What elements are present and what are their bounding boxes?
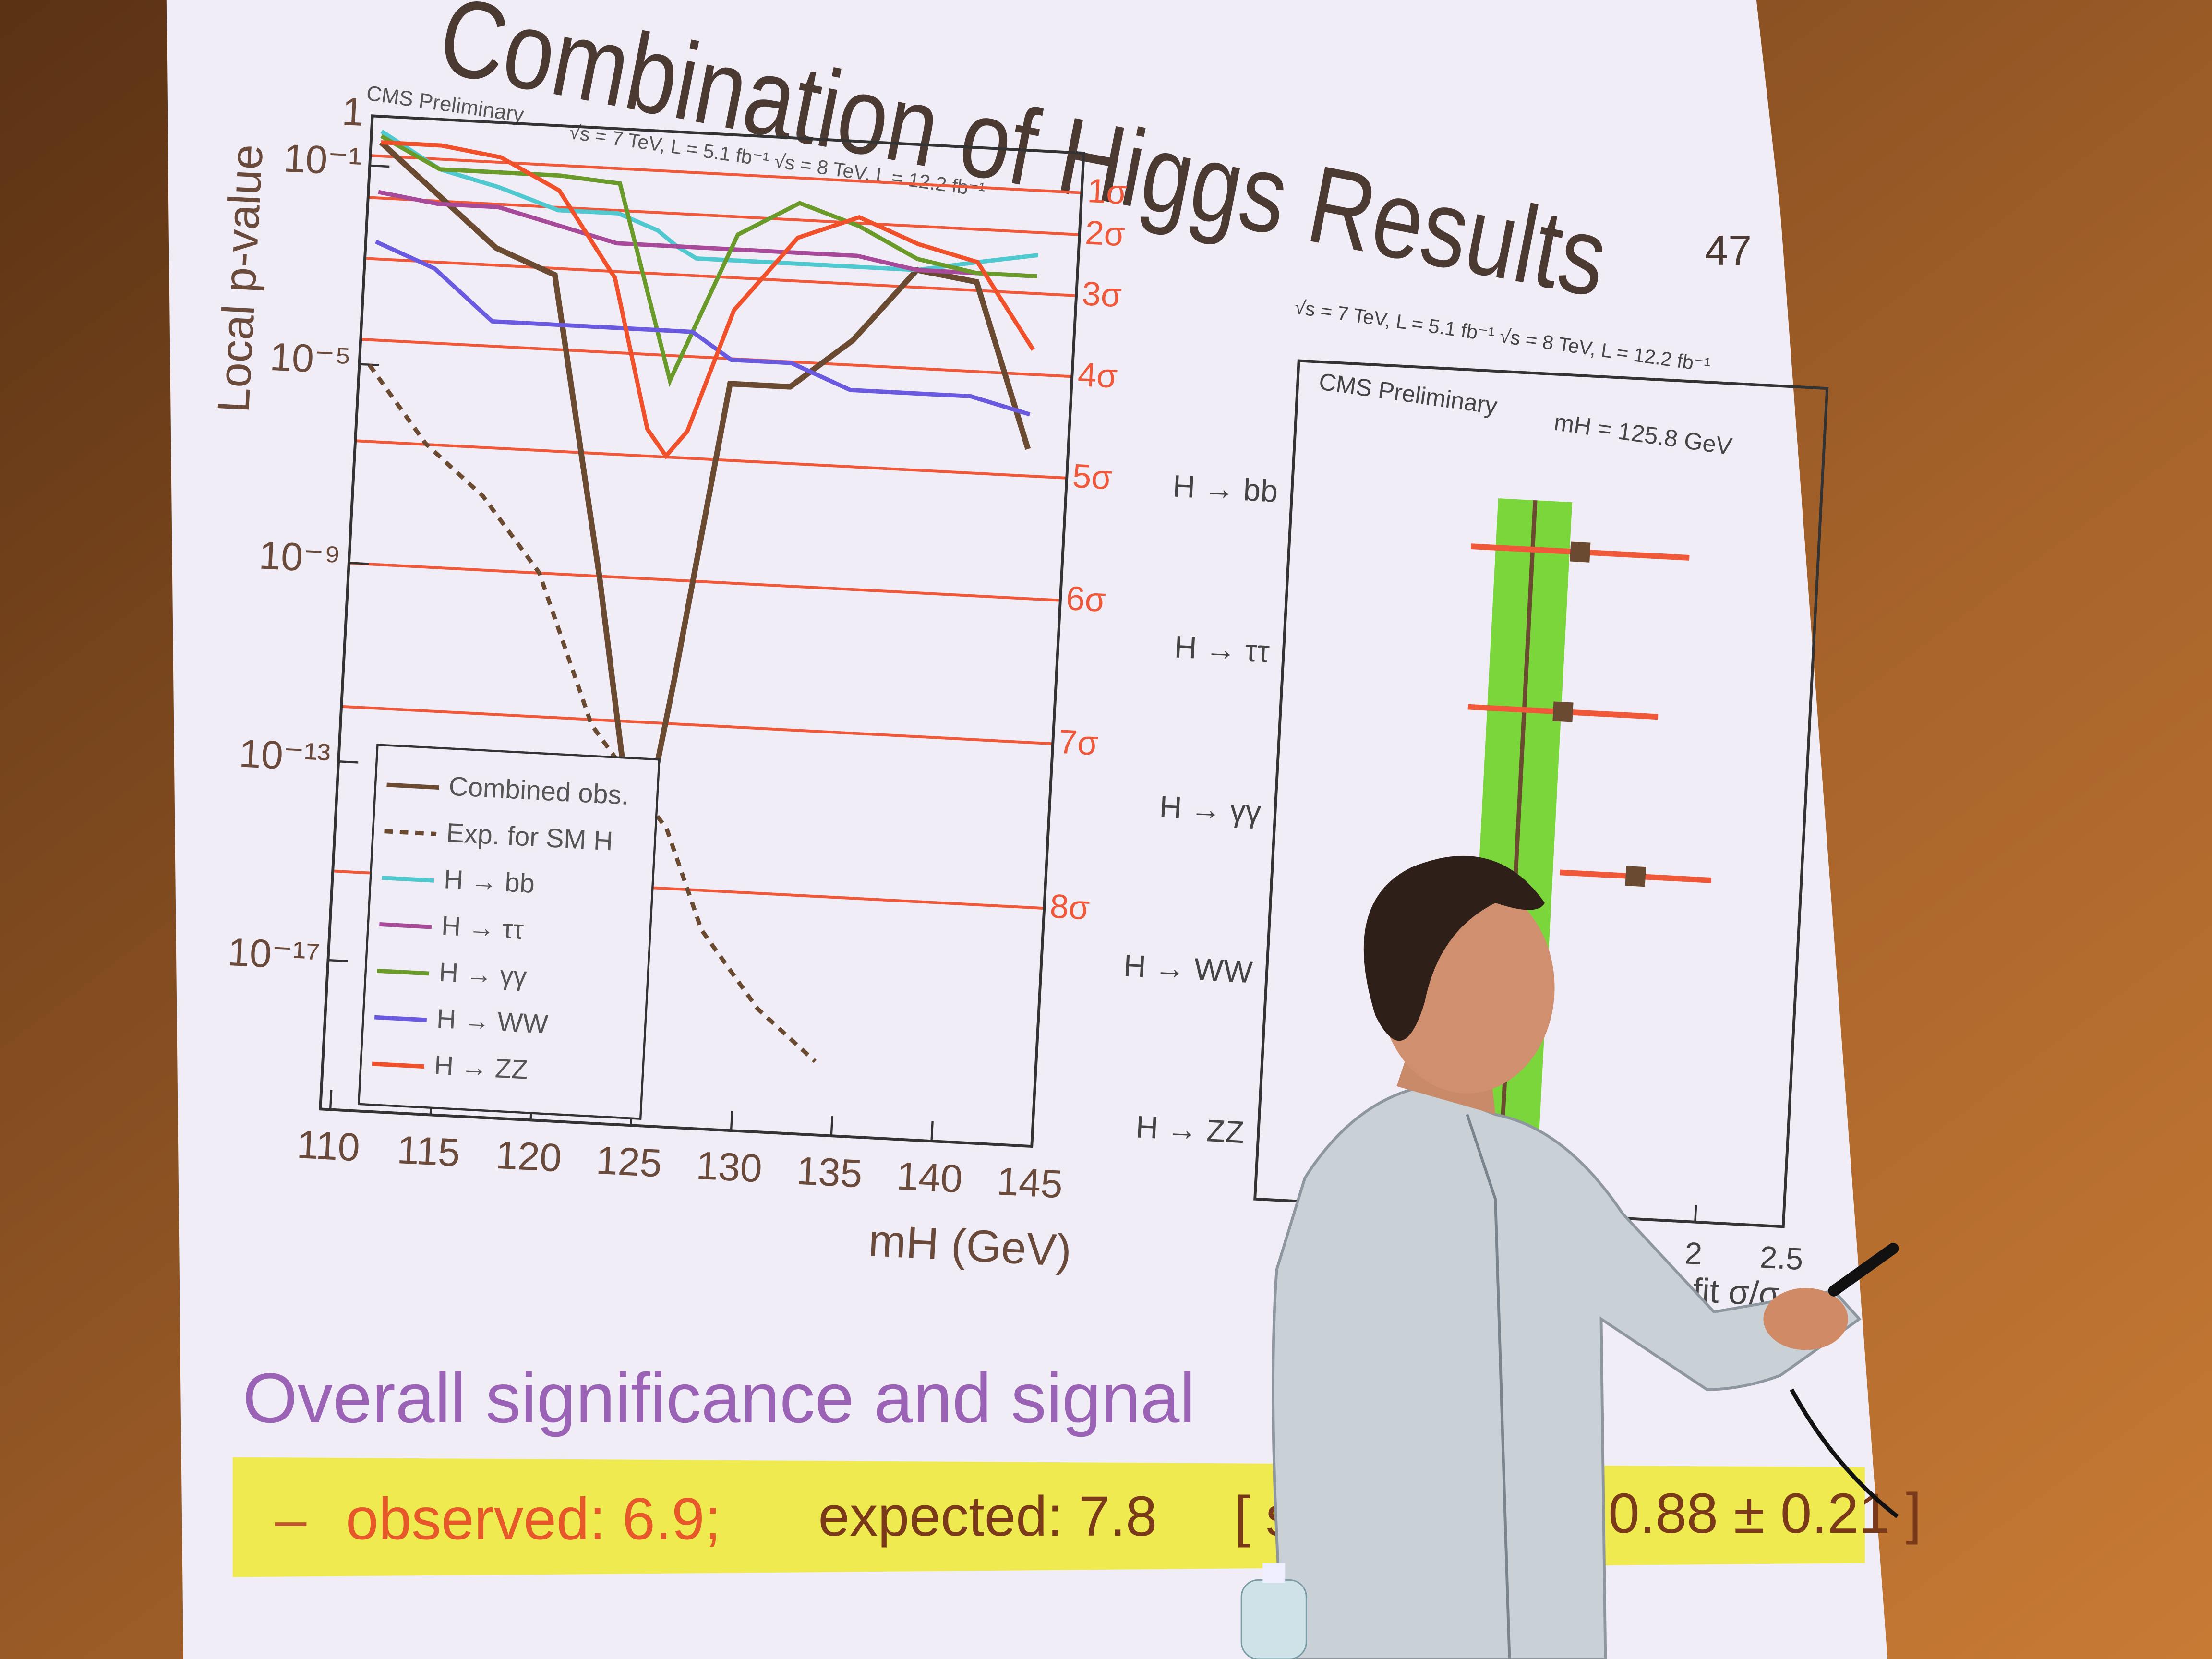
- x-tick-label: 110: [296, 1123, 361, 1170]
- lanyard: [1790, 1388, 1899, 1518]
- sigma-line: [341, 705, 1053, 745]
- x-tick-label: 140: [896, 1154, 964, 1202]
- sigma-line: [364, 257, 1077, 297]
- x-tick: [930, 1121, 934, 1142]
- slide-number: 47: [1705, 227, 1752, 274]
- y-tick: [338, 760, 359, 764]
- x-tick: [730, 1111, 733, 1131]
- result-text: 0.88 ± 0.21 ]: [1608, 1482, 1922, 1545]
- y-tick-label: 10⁻⁵: [269, 335, 352, 383]
- shirt-placket: [1466, 1114, 1511, 1659]
- legend-label: H → bb: [443, 864, 535, 899]
- plot-area: [367, 129, 1039, 1063]
- legend-label: H → WW: [436, 1003, 549, 1039]
- left-chart: CMS Preliminary√s = 7 TeV, L = 5.1 fb⁻¹ …: [208, 82, 1128, 1276]
- series-line: [374, 240, 1031, 417]
- category-label: H → WW: [1123, 948, 1254, 989]
- y-tick: [370, 164, 390, 168]
- pointer: [1828, 1243, 1899, 1297]
- x-tick-label: 145: [996, 1159, 1064, 1206]
- observed-text: observed: 6.9;: [346, 1486, 721, 1552]
- legend-swatch: [372, 1061, 424, 1069]
- series-line: [380, 134, 1037, 387]
- sigma-label: 1σ: [1086, 171, 1128, 211]
- y-tick: [359, 363, 379, 366]
- hair: [1363, 855, 1545, 1041]
- category-label: H → bb: [1172, 468, 1279, 508]
- category-label: H → γγ: [1159, 789, 1262, 829]
- sigma-line: [355, 439, 1067, 480]
- x-tick-label: 115: [396, 1128, 461, 1175]
- x-tick-label: 135: [795, 1149, 864, 1196]
- sigma-label: 7σ: [1058, 722, 1099, 762]
- legend-box: [357, 744, 661, 1120]
- bullet-dash: –: [275, 1488, 307, 1551]
- speaker: [1240, 855, 1899, 1659]
- legend-label: H → ZZ: [433, 1050, 529, 1085]
- y-tick: [328, 959, 348, 962]
- x-tick-label: 120: [495, 1133, 563, 1180]
- hand: [1763, 1288, 1848, 1350]
- sigma-label: 3σ: [1081, 274, 1123, 314]
- sigma-line: [349, 562, 1061, 602]
- marker: [1552, 701, 1574, 722]
- x-tick: [329, 1090, 333, 1110]
- water-bottle: [1240, 1579, 1307, 1659]
- marker: [1570, 541, 1591, 563]
- x-tick-label: 125: [595, 1139, 663, 1186]
- legend-swatch: [374, 1015, 427, 1022]
- series-line: [381, 140, 1035, 460]
- legend-swatch: [382, 876, 434, 883]
- y-tick-label: 10⁻¹³: [238, 732, 331, 780]
- sigma-label: 8σ: [1049, 887, 1091, 926]
- y-tick: [349, 562, 369, 565]
- series-line: [378, 190, 1037, 278]
- x-tick: [830, 1116, 834, 1136]
- marker: [1625, 866, 1646, 887]
- x-tick: [1782, 1210, 1785, 1227]
- sigma-line: [370, 154, 1082, 194]
- legend-swatch: [386, 782, 439, 790]
- sigma-label: 6σ: [1065, 579, 1107, 619]
- combined-line: [1496, 500, 1538, 1205]
- y-tick-label: 10⁻⁹: [258, 533, 342, 581]
- bottle-cap: [1262, 1563, 1286, 1583]
- y-tick-label: 10⁻¹: [282, 136, 362, 184]
- sigma-label: 2σ: [1084, 213, 1126, 253]
- x-tick-label: 2: [1684, 1235, 1703, 1271]
- legend-label: H → γγ: [438, 957, 528, 991]
- category-label: H → ττ: [1174, 629, 1271, 669]
- shirt: [1272, 1084, 1862, 1659]
- legend-swatch: [379, 922, 432, 929]
- x-tick-label: 130: [695, 1144, 763, 1191]
- plot-frame: [319, 114, 1085, 1148]
- category-label: H → ZZ: [1135, 1109, 1245, 1150]
- x-axis-title: mH (GeV): [867, 1215, 1073, 1276]
- y-tick-label: 10⁻¹⁷: [227, 930, 321, 979]
- expected-text: expected: 7.8: [818, 1485, 1157, 1548]
- y-tick-label: 1: [341, 90, 365, 134]
- legend-label: H → ττ: [441, 910, 524, 945]
- sigma-label: 4σ: [1077, 355, 1118, 395]
- x-tick: [1694, 1205, 1697, 1222]
- x-tick-label: 2.5: [1759, 1239, 1804, 1277]
- bottom-heading: Overall significance and signal: [242, 1359, 1195, 1438]
- sigma-label: 5σ: [1071, 457, 1113, 496]
- series-line: [379, 140, 1031, 817]
- legend-swatch: [377, 968, 430, 976]
- sigma-line: [368, 196, 1080, 236]
